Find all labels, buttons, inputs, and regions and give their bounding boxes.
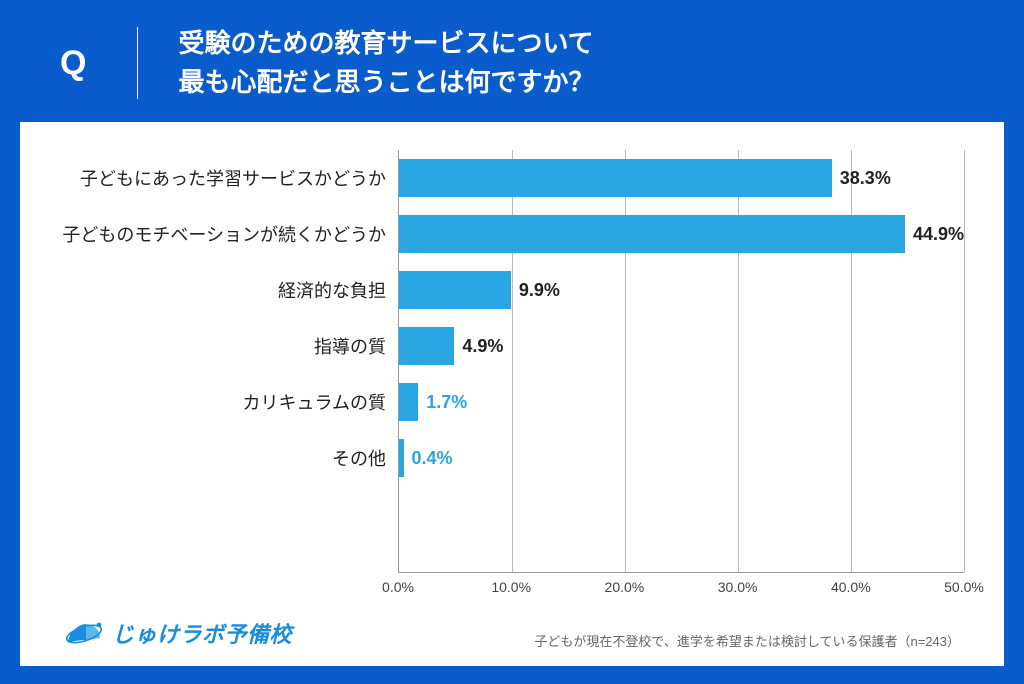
bar bbox=[399, 383, 418, 421]
category-label-row: 子どもにあった学習サービスかどうか bbox=[60, 150, 398, 206]
category-label-row: カリキュラムの質 bbox=[60, 374, 398, 430]
question-text: 受験のための教育サービスについて 最も心配だと思うことは何ですか？ bbox=[178, 24, 594, 102]
x-axis-tick: 50.0% bbox=[944, 579, 984, 595]
logo: じゅけラボ予備校 bbox=[64, 616, 292, 650]
bar-row: 44.9% bbox=[399, 206, 964, 262]
bar bbox=[399, 215, 905, 253]
category-label-row: 子どものモチベーションが続くかどうか bbox=[60, 206, 398, 262]
category-label-row: 経済的な負担 bbox=[60, 262, 398, 318]
category-label: カリキュラムの質 bbox=[60, 389, 398, 415]
bar-row: 4.9% bbox=[399, 318, 964, 374]
x-axis-tick: 0.0% bbox=[382, 579, 414, 595]
header-divider bbox=[137, 27, 138, 99]
bar-row: 9.9% bbox=[399, 262, 964, 318]
plot-area: 38.3% 44.9% 9.9% 4.9% 1.7% 0.4% bbox=[398, 150, 964, 572]
x-axis-tick: 20.0% bbox=[605, 579, 645, 595]
bar bbox=[399, 159, 832, 197]
question-line-2: 最も心配だと思うことは何ですか？ bbox=[178, 63, 594, 102]
bar-value-label: 0.4% bbox=[412, 448, 453, 469]
category-label: 経済的な負担 bbox=[60, 277, 398, 303]
panel-footer: じゅけラボ予備校 子どもが現在不登校で、進学を希望または検討している保護者（n=… bbox=[60, 612, 964, 656]
category-label: その他 bbox=[60, 445, 398, 471]
bar-value-label: 1.7% bbox=[426, 392, 467, 413]
bar-value-label: 44.9% bbox=[913, 224, 964, 245]
bars-container: 38.3% 44.9% 9.9% 4.9% 1.7% 0.4% bbox=[399, 150, 964, 572]
category-label-row: その他 bbox=[60, 430, 398, 486]
category-label: 子どもにあった学習サービスかどうか bbox=[60, 165, 398, 191]
logo-icon bbox=[64, 616, 104, 650]
category-label-row: 指導の質 bbox=[60, 318, 398, 374]
q-badge: Q bbox=[60, 44, 87, 83]
bar bbox=[399, 327, 454, 365]
chart-panel: 子どもにあった学習サービスかどうか子どものモチベーションが続くかどうか経済的な負… bbox=[20, 122, 1004, 666]
x-axis-tick: 40.0% bbox=[831, 579, 871, 595]
bar-chart: 子どもにあった学習サービスかどうか子どものモチベーションが続くかどうか経済的な負… bbox=[60, 150, 964, 572]
x-axis: 0.0%10.0%20.0%30.0%40.0%50.0% bbox=[398, 572, 964, 612]
bar-row: 1.7% bbox=[399, 374, 964, 430]
bar-row: 38.3% bbox=[399, 150, 964, 206]
category-labels-column: 子どもにあった学習サービスかどうか子どものモチベーションが続くかどうか経済的な負… bbox=[60, 150, 398, 572]
question-line-1: 受験のための教育サービスについて bbox=[178, 24, 594, 63]
category-label: 子どものモチベーションが続くかどうか bbox=[60, 221, 398, 247]
logo-text: じゅけラボ予備校 bbox=[112, 617, 292, 649]
bar bbox=[399, 271, 511, 309]
bar-value-label: 4.9% bbox=[462, 336, 503, 357]
header: Q 受験のための教育サービスについて 最も心配だと思うことは何ですか？ bbox=[0, 0, 1024, 122]
x-axis-tick: 10.0% bbox=[491, 579, 531, 595]
x-axis-tick: 30.0% bbox=[718, 579, 758, 595]
category-label: 指導の質 bbox=[60, 333, 398, 359]
bar-row: 0.4% bbox=[399, 430, 964, 486]
bar bbox=[399, 439, 404, 477]
bar-value-label: 38.3% bbox=[840, 168, 891, 189]
bar-value-label: 9.9% bbox=[519, 280, 560, 301]
grid-line bbox=[964, 150, 965, 572]
footnote: 子どもが現在不登校で、進学を希望または検討している保護者（n=243） bbox=[534, 631, 960, 650]
